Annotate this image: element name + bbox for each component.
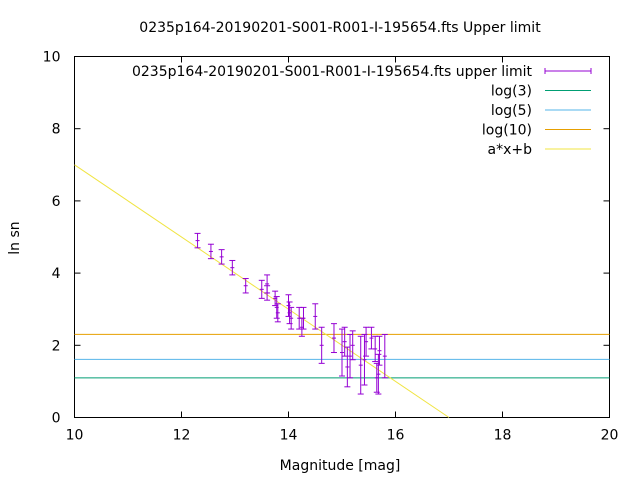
data-point <box>242 278 249 294</box>
x-axis-label: Magnitude [mag] <box>280 458 401 474</box>
legend-entry: log(5) <box>491 103 591 119</box>
data-point <box>344 346 351 388</box>
legend-entry: 0235p164-20190201-S001-R001-I-195654.fts… <box>132 64 592 80</box>
x-tick-label: 18 <box>494 428 512 444</box>
data-point <box>288 306 295 330</box>
plot-frame <box>74 56 610 418</box>
legend-entry: log(10) <box>482 123 591 139</box>
x-tick-label: 20 <box>601 428 619 444</box>
data-point <box>349 330 356 361</box>
data-point <box>229 259 236 276</box>
data-point <box>194 232 201 249</box>
legend: 0235p164-20190201-S001-R001-I-195654.fts… <box>132 64 592 158</box>
legend-label: log(5) <box>491 103 532 119</box>
data-point <box>258 279 265 299</box>
legend-label: 0235p164-20190201-S001-R001-I-195654.fts… <box>132 64 533 80</box>
x-tick-label: 12 <box>173 428 191 444</box>
data-point <box>357 335 364 395</box>
error-bar-points <box>194 232 388 395</box>
legend-entry: a*x+b <box>488 142 591 158</box>
y-tick-label: 8 <box>52 122 61 138</box>
legend-entry: log(3) <box>491 84 591 100</box>
data-point <box>318 326 325 364</box>
x-tick-label: 10 <box>66 428 84 444</box>
x-tick-label: 14 <box>280 428 298 444</box>
y-tick-label: 2 <box>52 338 61 354</box>
data-point <box>341 326 348 357</box>
data-point <box>330 323 337 354</box>
data-point <box>363 326 370 357</box>
legend-label: log(3) <box>491 84 532 100</box>
y-tick-label: 6 <box>52 194 61 210</box>
y-tick-label: 0 <box>52 411 61 427</box>
y-tick-label: 10 <box>43 50 61 66</box>
data-point <box>375 353 382 395</box>
legend-label: log(10) <box>482 123 532 139</box>
data-point <box>381 333 388 379</box>
data-point <box>347 333 354 379</box>
y-tick-label: 4 <box>52 266 61 282</box>
data-point <box>376 335 383 366</box>
axis-ticks: 10 12 14 16 18 20 0 2 4 6 8 10 <box>43 50 619 444</box>
data-point <box>339 328 345 377</box>
legend-label: a*x+b <box>488 142 533 158</box>
chart-title: 0235p164-20190201-S001-R001-I-195654.fts… <box>139 20 541 36</box>
data-point <box>218 249 225 265</box>
x-tick-label: 16 <box>387 428 405 444</box>
data-point <box>300 306 307 330</box>
data-point <box>274 303 281 323</box>
data-point <box>368 326 375 350</box>
y-axis-label: ln sn <box>7 221 23 254</box>
data-point <box>312 303 319 330</box>
data-point <box>207 243 214 260</box>
data-point <box>264 285 271 301</box>
